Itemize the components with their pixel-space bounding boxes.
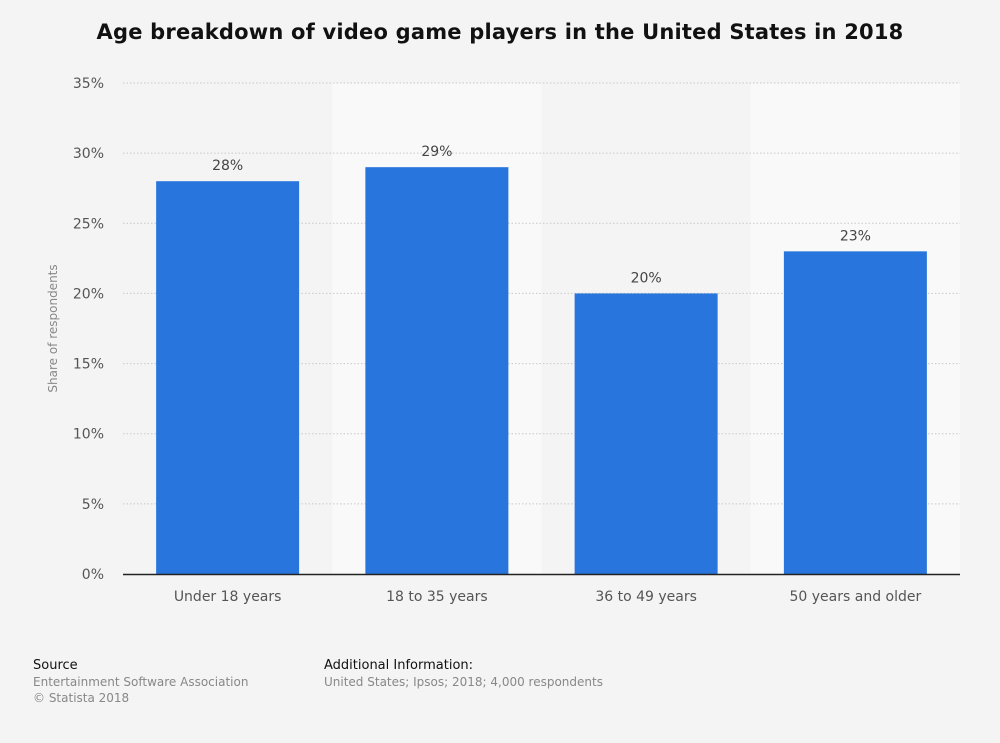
y-tick-label: 10%: [73, 427, 104, 443]
x-axis-labels: Under 18 years 18 to 35 years 36 to 49 yea…: [174, 589, 922, 605]
bar: [365, 167, 509, 574]
chart-title: Age breakdown of video game players in t…: [96, 20, 904, 44]
bar-value-label: 23%: [840, 228, 871, 244]
source-line-2: © Statista 2018: [33, 691, 130, 705]
y-tick-label: 35%: [73, 76, 104, 92]
additional-info-line: United States; Ipsos; 2018; 4,000 respon…: [324, 675, 603, 689]
source-line-1: Entertainment Software Association: [33, 675, 249, 689]
additional-info-block: Additional Information: United States; I…: [324, 658, 603, 690]
bar: [783, 251, 927, 575]
bar-value-label: 20%: [631, 270, 662, 286]
bar: [574, 293, 718, 574]
bar: [156, 181, 300, 574]
source-heading: Source: [33, 658, 78, 673]
bar-value-label: 28%: [212, 158, 243, 174]
y-tick-label: 0%: [82, 567, 104, 583]
y-tick-label: 5%: [82, 497, 104, 513]
y-tick-label: 30%: [73, 146, 104, 162]
y-tick-label: 20%: [73, 286, 104, 302]
y-axis-title: Share of respondents: [46, 264, 60, 392]
source-block: Source Entertainment Software Associatio…: [33, 658, 248, 706]
y-axis-ticks: 0% 5% 10% 15% 20% 25% 30% 35%: [73, 76, 104, 583]
bar-value-labels: 28% 29% 20% 23%: [212, 144, 871, 286]
y-tick-label: 25%: [73, 216, 104, 232]
x-tick-label: 50 years and older: [790, 589, 922, 605]
x-tick-label: 36 to 49 years: [595, 589, 697, 605]
x-tick-label: Under 18 years: [174, 589, 282, 605]
additional-info-heading: Additional Information:: [324, 658, 474, 673]
bars: [156, 167, 927, 575]
bar-value-label: 29%: [421, 144, 452, 160]
x-tick-label: 18 to 35 years: [386, 589, 488, 605]
y-tick-label: 15%: [73, 357, 104, 373]
